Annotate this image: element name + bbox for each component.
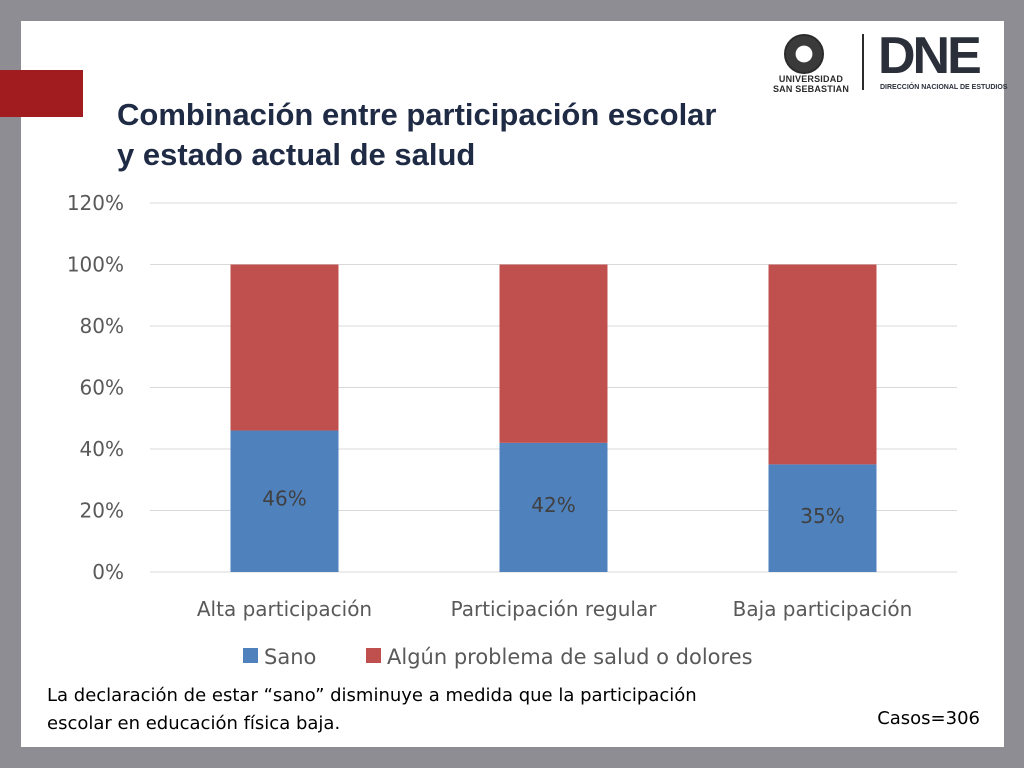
legend-label-sano: Sano [264,645,316,669]
slide-title-line2: y estado actual de salud [117,137,476,172]
y-tick-label: 20% [80,499,124,523]
legend-label-problema: Algún problema de salud o dolores [387,645,753,669]
category-label: Participación regular [451,597,658,621]
category-label: Baja participación [733,597,913,621]
y-tick-label: 0% [92,560,124,584]
dne-subtitle: DIRECCIÓN NACIONAL DE ESTUDIOS [880,84,1008,91]
university-name: UNIVERSIDAD SAN SEBASTIAN [770,74,852,94]
data-labels: 46% 42% 35% [262,486,844,528]
bar-sano [768,464,877,572]
legend-swatch-problema [366,648,381,663]
university-seal-icon [784,34,824,74]
bars [230,264,877,572]
bar-problema [230,264,339,431]
y-tick-label: 120% [67,191,124,215]
conclusion-note-line1: La declaración de estar “sano” disminuye… [47,685,697,706]
slide-title-line1: Combinación entre participación escolar [117,97,717,132]
bar-sano [499,442,608,572]
dne-logo: DNE [878,27,982,85]
y-tick-label: 60% [80,376,124,400]
cases-count: Casos=306 [877,708,980,729]
bar-problema [768,264,877,465]
data-label: 35% [800,504,844,528]
logo-divider [862,34,864,90]
data-label: 42% [531,493,575,517]
legend: Sano Algún problema de salud o dolores [243,645,753,669]
y-tick-label: 80% [80,314,124,338]
data-label: 46% [262,486,306,510]
y-tick-label: 40% [80,437,124,461]
category-labels: Alta participación Participación regular B… [197,597,912,621]
bar-problema [499,264,608,443]
legend-swatch-sano [243,648,258,663]
y-axis-ticks: 0% 20% 40% 60% 80% 100% 120% [67,191,124,584]
conclusion-note-line2: escolar en educación física baja. [47,713,341,734]
accent-tab [0,70,83,117]
conclusion-note: La declaración de estar “sano” disminuye… [47,682,827,738]
logos: UNIVERSIDAD SAN SEBASTIAN DNE DIRECCIÓN … [770,28,1008,98]
bar-sano [230,430,339,572]
university-name-line1: UNIVERSIDAD [778,74,844,84]
slide-title: Combinación entre participación escolar … [117,95,877,175]
category-label: Alta participación [197,597,372,621]
y-tick-label: 100% [67,253,124,277]
university-name-line2: SAN SEBASTIAN [772,84,850,94]
